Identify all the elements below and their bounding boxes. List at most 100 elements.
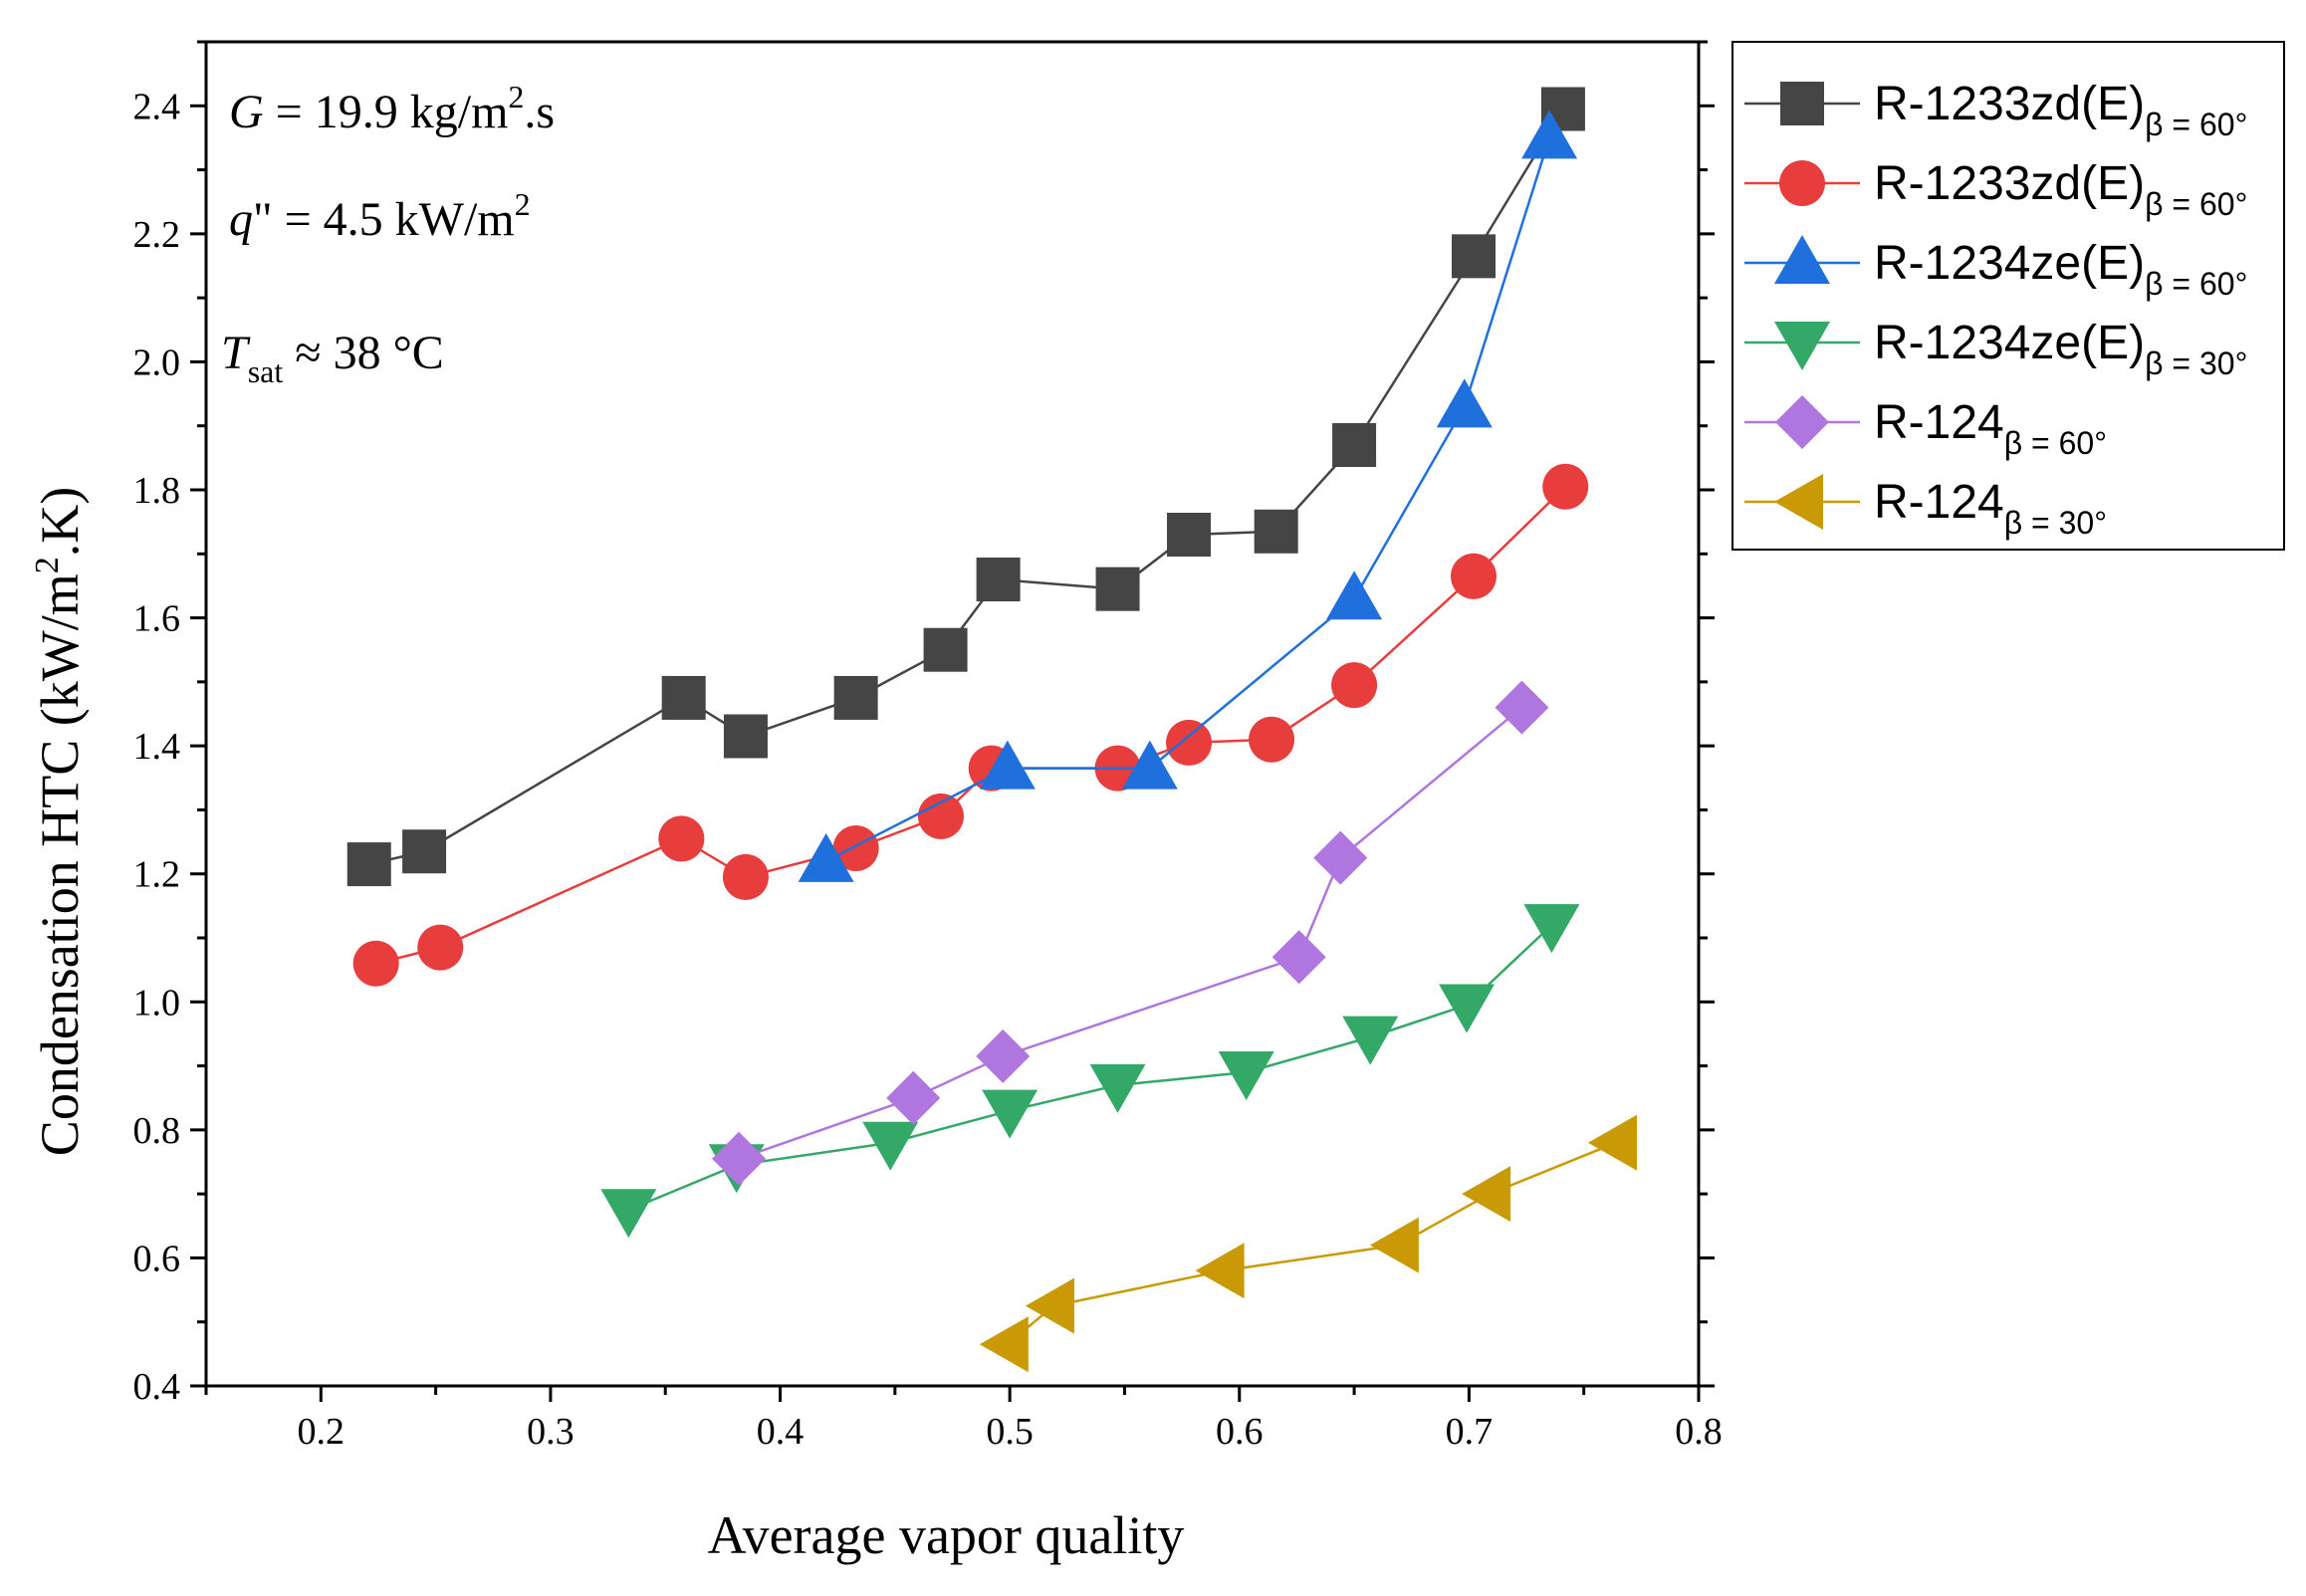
data-point bbox=[1121, 740, 1178, 790]
x-tick-label: 0.5 bbox=[986, 1411, 1034, 1453]
data-point bbox=[979, 1316, 1029, 1373]
series-line bbox=[375, 485, 1567, 965]
y-tick-label: 1.8 bbox=[133, 470, 181, 512]
x-tick-label: 0.7 bbox=[1446, 1411, 1494, 1453]
data-point bbox=[1436, 378, 1493, 428]
data-point bbox=[1089, 1063, 1146, 1113]
annotation-mass-flux: G = 19.9 kg/m2.s bbox=[229, 79, 555, 138]
data-point bbox=[862, 1121, 919, 1171]
data-point bbox=[658, 815, 705, 862]
y-tick-label: 0.4 bbox=[133, 1366, 181, 1408]
x-axis-title: Average vapor quality bbox=[708, 1505, 1185, 1565]
data-point bbox=[976, 558, 1021, 601]
data-point bbox=[923, 627, 968, 672]
series-5 bbox=[712, 680, 1549, 1186]
legend-marker bbox=[1780, 82, 1824, 125]
y-tick-label: 1.0 bbox=[133, 982, 181, 1024]
annotations: G = 19.9 kg/m2.s q" = 4.5 kW/m2 Tsat ≈ 3… bbox=[221, 79, 555, 389]
data-point bbox=[723, 714, 768, 759]
legend: R-1233zd(E)β = 60° R-1233zd(E)β = 60° R-12… bbox=[1731, 41, 2285, 551]
data-point bbox=[1332, 423, 1377, 467]
legend-box bbox=[1731, 41, 2285, 551]
data-point bbox=[979, 740, 1036, 790]
y-tick-label: 2.4 bbox=[133, 86, 181, 127]
data-point bbox=[1451, 234, 1496, 279]
data-point bbox=[1462, 1166, 1511, 1223]
y-tick-label: 2.2 bbox=[133, 214, 181, 256]
annotation-heat-flux: q" = 4.5 kW/m2 bbox=[229, 186, 531, 246]
axes: 0.2 0.3 0.4 0.5 0.6 0.7 0.8 0.4 0.6 0.8 1.0 1.2 1.4 1… bbox=[133, 40, 1723, 1453]
data-point bbox=[1331, 662, 1378, 709]
series-line bbox=[1007, 1141, 1617, 1346]
data-point bbox=[1025, 1277, 1074, 1334]
y-tick-label: 1.2 bbox=[133, 854, 181, 896]
data-point bbox=[417, 924, 464, 971]
data-point bbox=[722, 853, 769, 900]
data-point bbox=[402, 829, 447, 874]
series-line bbox=[627, 924, 1553, 1212]
data-point bbox=[1369, 1217, 1419, 1273]
data-point bbox=[976, 1028, 1031, 1083]
legend-marker bbox=[1774, 235, 1830, 284]
legend-label: R-1233zd(E)β = 60° bbox=[1874, 78, 2247, 142]
data-point bbox=[1254, 509, 1298, 554]
y-tick-label: 2.0 bbox=[133, 342, 181, 383]
data-point bbox=[712, 1131, 767, 1186]
legend-marker bbox=[1774, 474, 1823, 530]
legend-item: R-1234ze(E)β = 30° bbox=[1744, 317, 2247, 381]
data-point bbox=[1587, 1114, 1637, 1171]
data-point bbox=[1450, 553, 1497, 599]
legend-item: R-1233zd(E)β = 60° bbox=[1744, 157, 2247, 222]
data-point bbox=[661, 675, 706, 720]
y-axis-title: Condensation HTC (kW/m2.K) bbox=[29, 487, 90, 1156]
data-point bbox=[982, 1089, 1038, 1139]
series-line bbox=[825, 137, 1551, 862]
legend-label: R-1234ze(E)β = 30° bbox=[1874, 317, 2247, 381]
legend-label: R-1234ze(E)β = 60° bbox=[1874, 237, 2247, 302]
legend-label: R-124β = 30° bbox=[1874, 476, 2107, 541]
data-point bbox=[1218, 1051, 1274, 1100]
data-point bbox=[1271, 930, 1326, 985]
data-point bbox=[1523, 904, 1580, 954]
series-layer bbox=[346, 87, 1637, 1373]
legend-item: R-1234ze(E)β = 60° bbox=[1744, 235, 2247, 302]
data-point bbox=[1095, 567, 1140, 611]
data-point bbox=[917, 793, 964, 839]
x-tick-label: 0.2 bbox=[298, 1411, 346, 1453]
series-2 bbox=[352, 463, 1589, 987]
legend-label: R-1233zd(E)β = 60° bbox=[1874, 157, 2247, 222]
legend-marker bbox=[1774, 322, 1830, 370]
legend-item: R-1233zd(E)β = 60° bbox=[1744, 78, 2247, 142]
annotation-saturation-temp: Tsat ≈ 38 °C bbox=[221, 327, 444, 389]
legend-marker bbox=[1779, 160, 1825, 206]
legend-item: R-124β = 30° bbox=[1744, 474, 2107, 541]
series-3 bbox=[798, 110, 1578, 882]
y-tick-label: 1.4 bbox=[133, 726, 181, 768]
legend-marker bbox=[1775, 395, 1829, 449]
data-point bbox=[1166, 719, 1213, 766]
y-tick-label: 0.6 bbox=[133, 1238, 181, 1279]
data-point bbox=[1249, 716, 1295, 763]
data-point bbox=[600, 1189, 657, 1239]
data-point bbox=[352, 940, 399, 987]
legend-label: R-124β = 60° bbox=[1874, 396, 2107, 461]
data-point bbox=[1167, 513, 1212, 557]
data-point bbox=[1521, 110, 1578, 159]
data-point bbox=[1326, 570, 1383, 620]
series-4 bbox=[600, 904, 1580, 1239]
data-point bbox=[346, 842, 391, 887]
data-point bbox=[1542, 463, 1589, 510]
series-line bbox=[738, 706, 1523, 1160]
data-point bbox=[886, 1070, 941, 1125]
data-point bbox=[1195, 1243, 1245, 1299]
series-1 bbox=[346, 87, 1585, 887]
y-tick-label: 1.6 bbox=[133, 598, 181, 640]
data-point bbox=[798, 832, 854, 882]
x-tick-label: 0.6 bbox=[1216, 1411, 1264, 1453]
series-line bbox=[368, 108, 1565, 866]
data-point bbox=[1342, 1016, 1399, 1065]
series-6 bbox=[979, 1114, 1637, 1373]
data-point bbox=[1313, 830, 1368, 885]
data-point bbox=[1439, 984, 1496, 1033]
